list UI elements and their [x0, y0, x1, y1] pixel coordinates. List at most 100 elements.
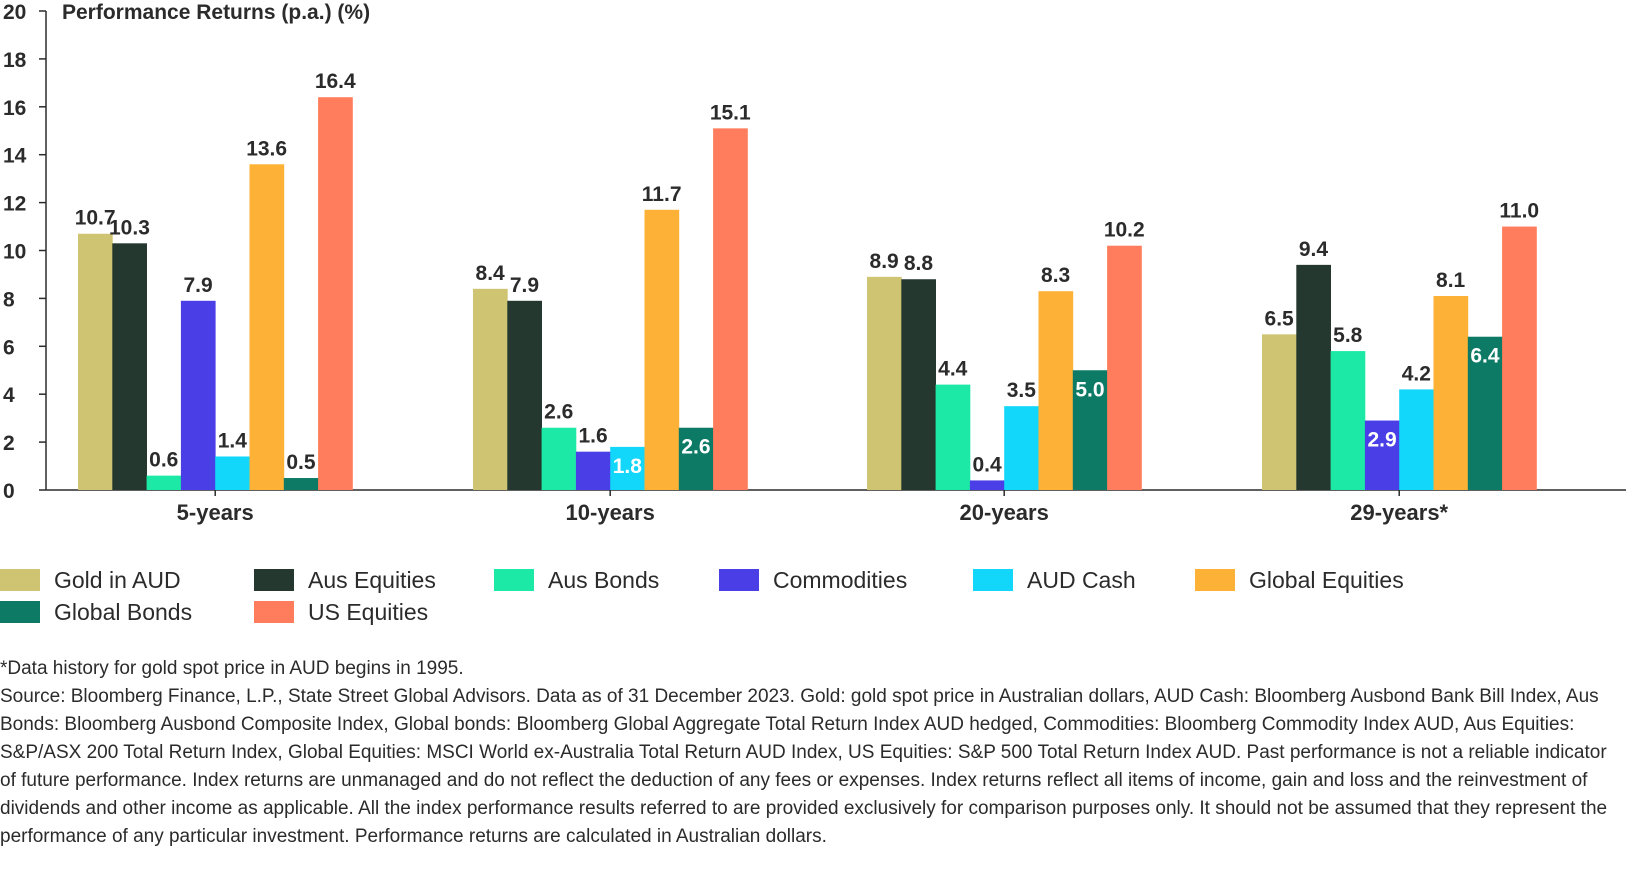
- data-label: 2.6: [681, 436, 710, 459]
- legend-item: Global Equities: [1195, 566, 1404, 594]
- chart-bars: [78, 97, 1537, 491]
- legend-swatch: [494, 569, 534, 591]
- legend-swatch: [1195, 569, 1235, 591]
- bar: [249, 164, 285, 490]
- data-label: 10.7: [75, 207, 116, 230]
- data-label: 8.9: [870, 250, 899, 273]
- bar: [1364, 420, 1400, 490]
- bar: [713, 128, 748, 491]
- bar: [215, 456, 250, 490]
- footnote: *Data history for gold spot price in AUD…: [0, 658, 464, 679]
- legend-item: Global Bonds: [0, 598, 192, 626]
- source-note: Source: Bloomberg Finance, L.P., State S…: [0, 686, 1608, 847]
- legend-label: AUD Cash: [1027, 566, 1136, 593]
- y-tick-label: 0: [3, 480, 15, 503]
- data-label: 4.2: [1402, 362, 1431, 385]
- legend-label: US Equities: [308, 598, 429, 625]
- bar: [146, 475, 182, 490]
- bar: [1502, 226, 1537, 491]
- legend-swatch: [254, 601, 294, 623]
- data-label: 13.6: [246, 137, 287, 160]
- y-tick-label: 4: [3, 384, 15, 407]
- data-label: 0.5: [286, 451, 316, 474]
- data-label: 1.4: [218, 429, 248, 452]
- y-tick-label: 2: [3, 432, 15, 455]
- legend-label: Global Equities: [1249, 566, 1404, 593]
- bar: [901, 279, 936, 490]
- bar: [678, 427, 714, 490]
- data-label: 2.9: [1367, 429, 1396, 452]
- bar: [318, 97, 353, 490]
- x-category-label: 29-years*: [1350, 500, 1448, 525]
- legend-swatch: [973, 569, 1013, 591]
- data-label: 11.0: [1499, 200, 1539, 223]
- y-tick-label: 16: [3, 97, 26, 120]
- data-label: 0.4: [972, 453, 1002, 476]
- legend-label: Gold in AUD: [54, 566, 181, 593]
- bar: [1038, 291, 1074, 490]
- data-label: 1.6: [578, 425, 607, 448]
- x-category-label: 5-years: [177, 500, 254, 525]
- chart-title: Performance Returns (p.a.) (%): [62, 1, 370, 24]
- bar: [644, 209, 680, 490]
- data-label: 5.8: [1333, 324, 1363, 347]
- legend-item: Gold in AUD: [0, 566, 181, 594]
- data-label: 8.3: [1041, 264, 1070, 287]
- bar: [1262, 334, 1297, 490]
- legend-label: Aus Bonds: [548, 566, 660, 593]
- legend-swatch: [0, 569, 40, 591]
- data-label: 7.9: [183, 274, 212, 297]
- data-label: 10.2: [1104, 219, 1145, 242]
- data-label: 8.1: [1436, 269, 1466, 292]
- bar: [1433, 296, 1469, 490]
- legend-label: Commodities: [773, 566, 908, 593]
- y-tick-label: 18: [3, 49, 27, 72]
- data-label: 8.8: [904, 252, 934, 275]
- legend-item: Aus Equities: [254, 566, 436, 594]
- chart-labels: 5-years 10.710.3 0.6 7.9 1.4 13.6 0.5 16.4 10-ye…: [75, 70, 1539, 525]
- bar: [1467, 336, 1503, 490]
- chart-notes: *Data history for gold spot price in AUD…: [0, 655, 1620, 851]
- legend-item: AUD Cash: [973, 566, 1136, 594]
- legend-item: Commodities: [719, 566, 907, 594]
- chart-legend: Gold in AUD Aus Equities Aus Bonds Commodit…: [0, 566, 1626, 638]
- data-label: 4.4: [938, 358, 968, 381]
- x-category-label: 10-years: [566, 500, 655, 525]
- y-tick-label: 12: [3, 193, 26, 216]
- legend-item: Aus Bonds: [494, 566, 659, 594]
- data-label: 11.7: [642, 183, 682, 206]
- bar: [507, 300, 542, 490]
- data-label: 16.4: [315, 70, 356, 93]
- data-label: 6.5: [1265, 307, 1295, 330]
- legend-swatch: [0, 601, 40, 623]
- bar: [1072, 370, 1108, 490]
- bar: [935, 384, 971, 490]
- data-label: 9.4: [1299, 238, 1329, 261]
- legend-swatch: [719, 569, 759, 591]
- legend-label: Aus Equities: [308, 566, 436, 593]
- bar: [473, 288, 508, 490]
- y-tick-label: 10: [3, 241, 26, 264]
- bar: [283, 478, 319, 490]
- data-label: 15.1: [710, 101, 751, 124]
- legend-swatch: [254, 569, 294, 591]
- data-label: 10.3: [109, 216, 150, 239]
- bar: [1330, 351, 1366, 490]
- legend-label: Global Bonds: [54, 598, 193, 625]
- data-label: 2.6: [544, 401, 573, 424]
- data-label: 3.5: [1007, 379, 1037, 402]
- bar: [1004, 406, 1039, 490]
- bar-chart: 0 2 4 6 8 10 12 14 16 18 20 Performance Returns (p.…: [3, 1, 1626, 525]
- bar: [541, 427, 577, 490]
- data-label: 1.8: [613, 455, 643, 478]
- data-label: 8.4: [476, 262, 506, 285]
- bar: [1107, 245, 1142, 490]
- data-label: 6.4: [1470, 345, 1500, 368]
- data-label: 7.9: [510, 274, 539, 297]
- y-tick-label: 14: [3, 145, 27, 168]
- bar: [575, 451, 611, 490]
- x-category-label: 20-years: [960, 500, 1049, 525]
- bar: [867, 276, 902, 490]
- bar: [112, 243, 147, 490]
- bar: [969, 480, 1005, 490]
